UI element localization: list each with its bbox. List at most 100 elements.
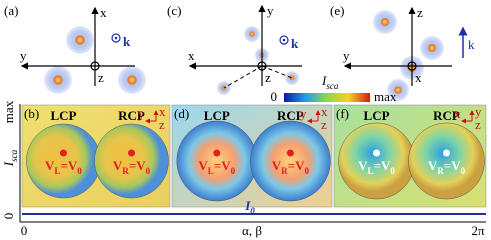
subscript: 0 [461,166,466,176]
particle-core [381,18,389,26]
inset-label: x [454,106,461,121]
text-part: =V [374,158,391,173]
condition-label: VL=V0 [45,158,82,176]
x-axis-start: 0 [21,223,28,238]
baseline-label: I0 [244,198,255,216]
inset-label: z [475,117,481,132]
polarization-label: LCP [50,108,76,123]
text-part: V [113,158,123,173]
k-dot [114,36,118,40]
text-part: I [244,198,251,213]
subscript: 0 [390,166,395,176]
particle-core [428,44,436,52]
particle-core [249,31,255,37]
axis-label: x [415,70,422,85]
origin [90,61,100,71]
singularity [213,149,221,157]
polarization-label: RCP [277,108,304,123]
singularity [59,149,67,157]
axis-label: y [343,48,350,63]
subscript: R [437,166,444,176]
particle-core [75,35,85,45]
text-part: V [358,158,368,173]
polarization-label: LCP [364,108,390,123]
axis-label: z [98,70,104,85]
subscript: L [208,166,214,176]
condition-label: VR=V0 [428,158,466,176]
inset-label: y [138,106,145,121]
colorbar [284,93,370,102]
inset-label: z [321,117,327,132]
inset-label: x [321,104,328,119]
particle-core [289,75,295,81]
x-axis-title: α, β [242,223,262,238]
k-label: k [123,34,131,49]
subscript: 0 [77,166,82,176]
panel-label: (b) [24,106,39,121]
origin [407,61,417,71]
axis-label: x [188,48,195,63]
subscript: sca [326,81,339,91]
axis-label: y [267,3,274,18]
axis-label: y [20,48,27,63]
text-part: =V [288,158,305,173]
inset-label: y [300,106,307,121]
text-part: =V [129,158,146,173]
subscript: 0 [231,166,236,176]
axis-line [223,65,263,89]
condition-label: VL=V0 [358,158,395,176]
inset-label: z [159,117,165,132]
polarization-label: LCP [204,108,230,123]
panel-label: (f) [336,106,349,121]
subscript: L [54,166,60,176]
polarization-label: RCP [433,108,460,123]
text-part: V [45,158,55,173]
inset-label: x [159,104,166,119]
colorbar-max: max [374,89,397,104]
subscript: R [281,166,288,176]
subscript: 0 [250,206,255,216]
text-part: =V [214,158,231,173]
panel-label: (e) [330,3,344,18]
text-part: I [1,161,16,167]
text-part: I [321,73,327,88]
polarization-label: RCP [118,108,145,123]
singularity [442,149,450,157]
colorbar-min: 0 [271,89,278,104]
k-out-of-plane [111,33,121,43]
sphere-map [94,123,169,199]
axis-label: z [265,70,271,85]
condition-label: VR=V0 [272,158,310,176]
subscript: R [122,166,129,176]
y-axis-title: Isca [1,149,19,167]
text-part: V [198,158,208,173]
panel-label: (d) [174,106,189,121]
inset-label: y [475,104,482,119]
origin [257,61,267,71]
condition-label: VR=V0 [113,158,151,176]
text-part: =V [444,158,461,173]
sphere-map [408,122,485,200]
panel-label: (a) [4,3,18,18]
text-part: =V [61,158,78,173]
subscript: 0 [146,166,151,176]
singularity [128,149,136,157]
colorbar-title: Isca [321,73,339,91]
singularity [286,149,294,157]
text-part: V [428,158,438,173]
subscript: L [368,166,374,176]
axis-label: x [100,5,107,20]
subscript: sca [9,149,19,162]
text-part: V [272,158,282,173]
subscript: 0 [305,166,310,176]
y-axis-bottom: 0 [1,213,16,220]
axis-label: z [417,5,423,20]
particle-core [394,86,402,94]
sphere-map [250,120,331,202]
panel-label: (c) [167,3,181,18]
k-dot [282,38,286,42]
k-out-of-plane [279,35,289,45]
particle-core [53,75,63,85]
y-axis-top: max [1,100,16,123]
